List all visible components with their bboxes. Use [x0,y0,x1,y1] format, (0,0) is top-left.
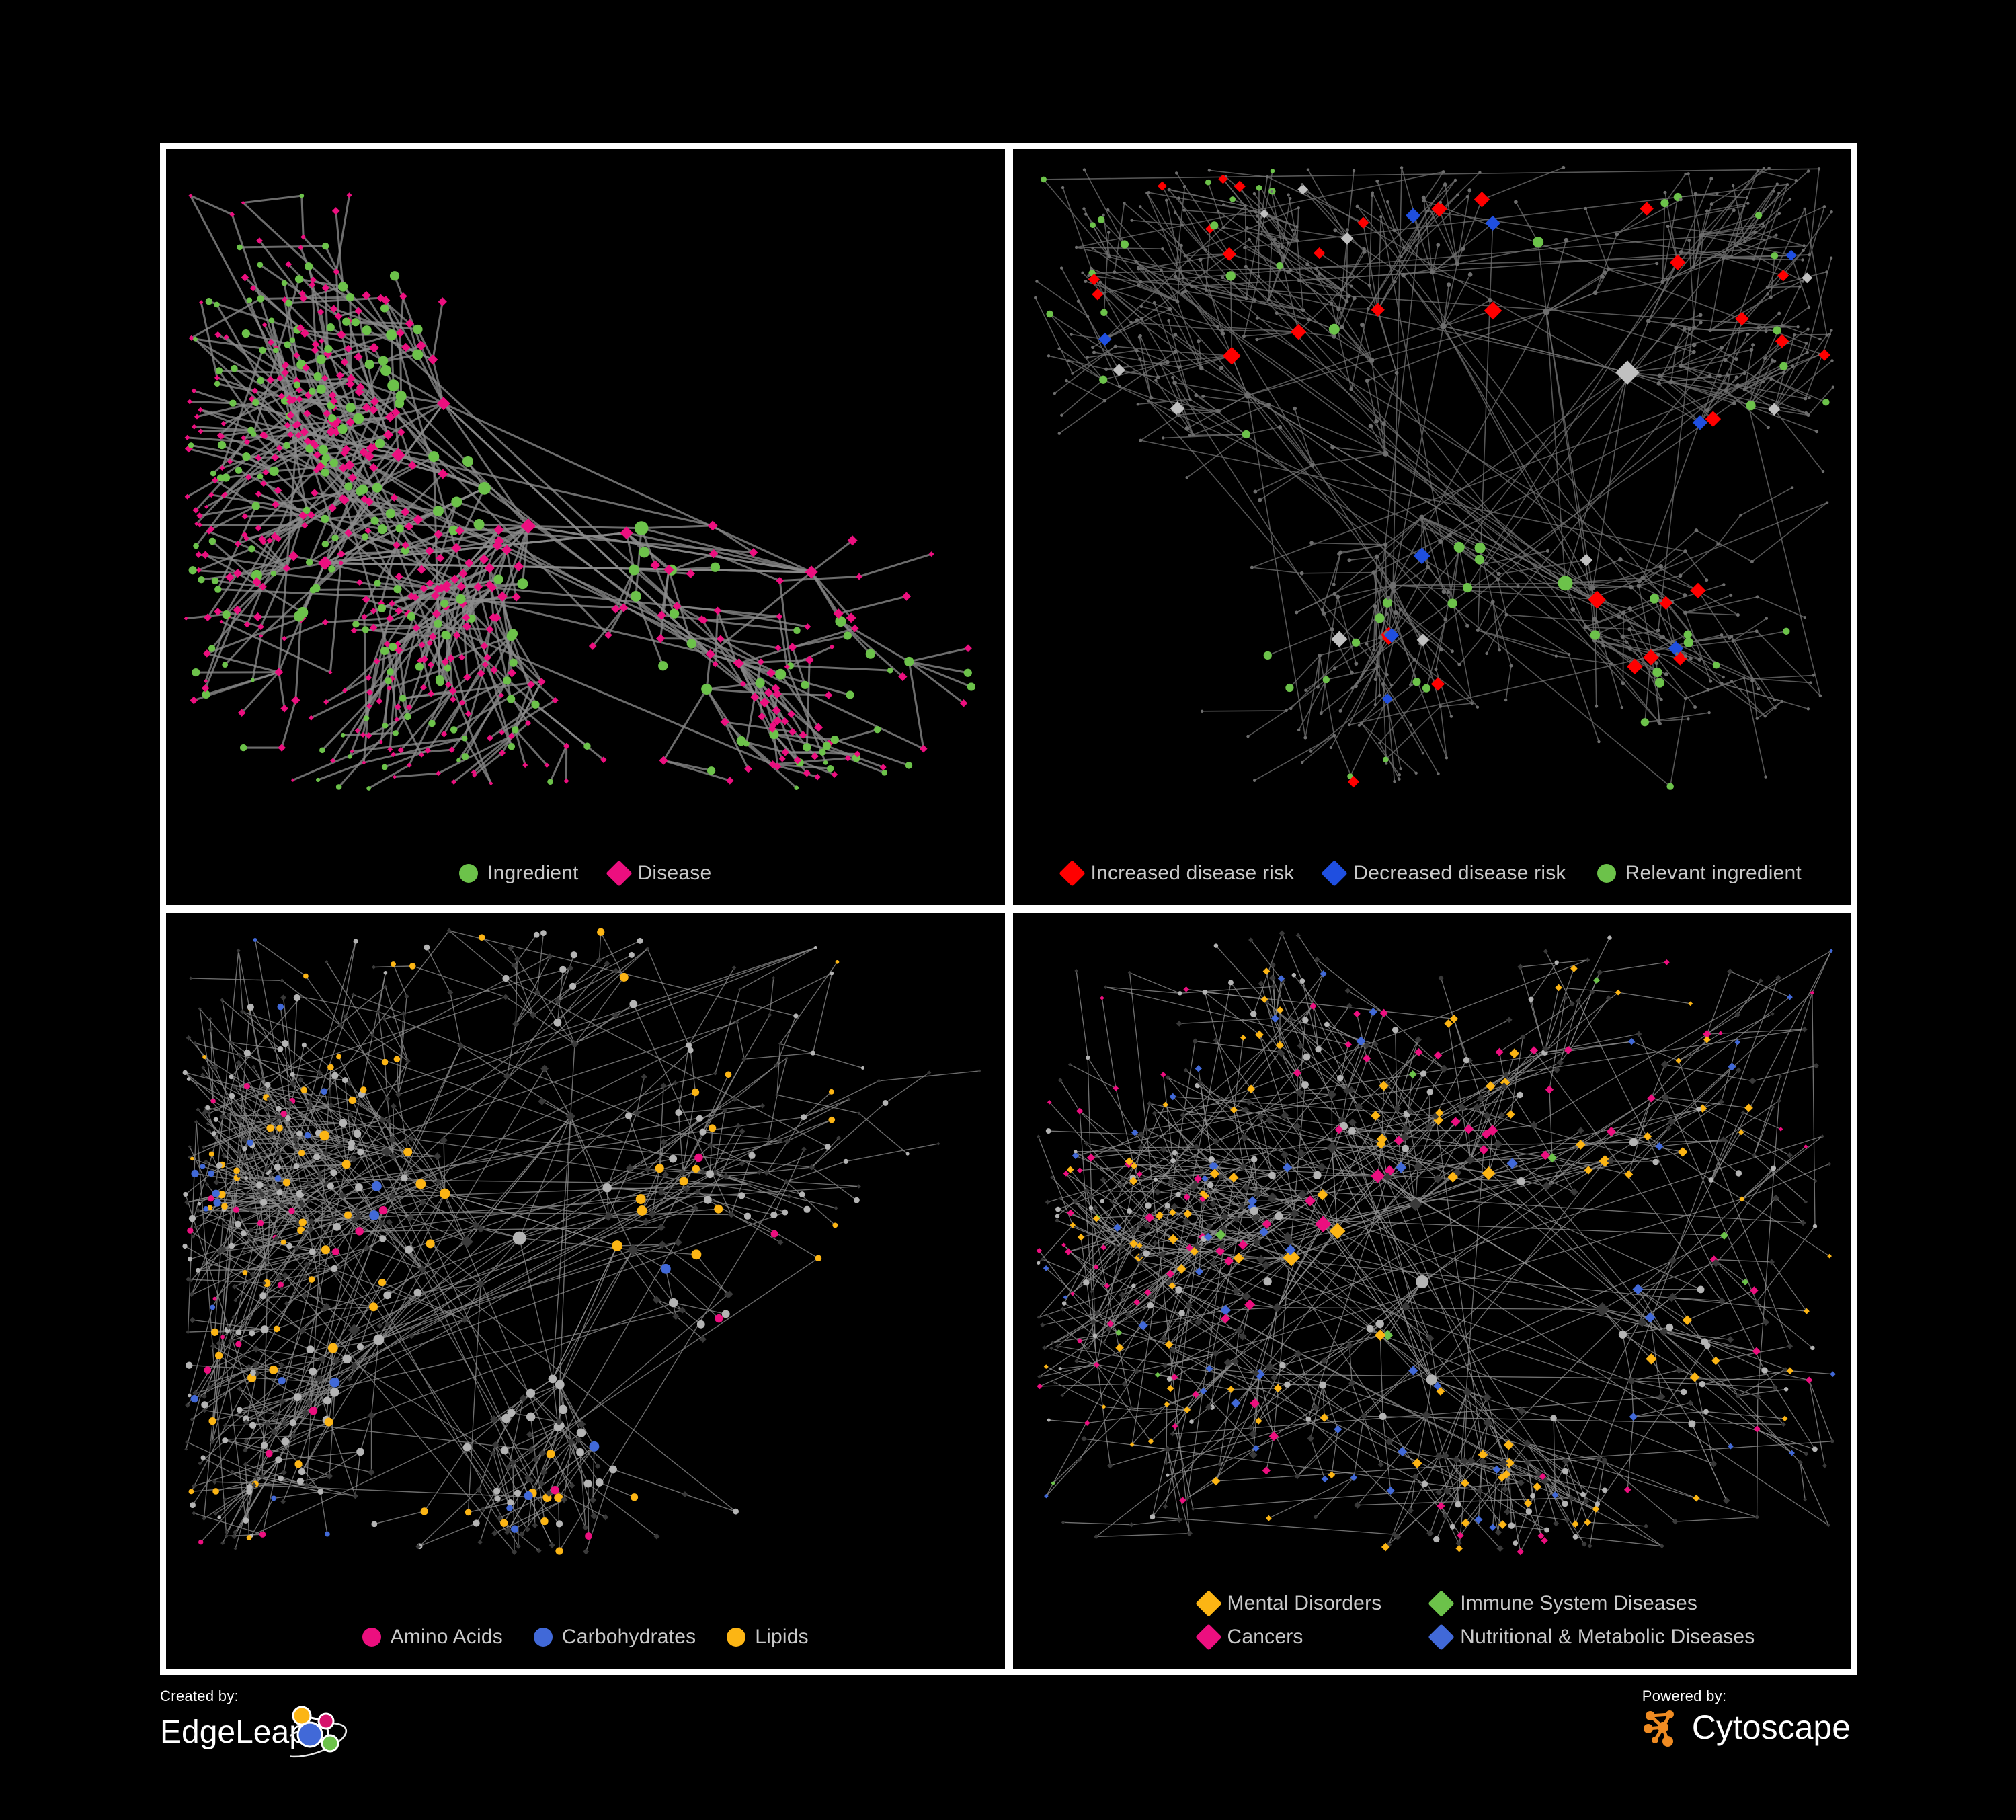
created-by-kicker: Created by: [160,1688,239,1704]
network-canvas-2 [1033,165,1834,790]
panel-grid: Ingredient Disease Increased disease ris… [160,143,1857,1675]
edgeleap-graph-icon [289,1706,347,1758]
powered-by-kicker: Powered by: [1642,1688,1727,1704]
network-canvas-3 [182,928,981,1555]
panel-ingredient-disease[interactable]: Ingredient Disease [166,149,1005,905]
panel-disease-class[interactable]: Mental Disorders Immune System Diseases … [1012,913,1851,1669]
figure-footer: Created by: EdgeLeap Powered by: [160,1681,1857,1795]
network-canvas-1 [184,192,975,791]
edgeleap-wordmark: EdgeLeap [160,1714,307,1750]
cytoscape-logo[interactable]: Cytoscape [1642,1706,1851,1748]
panel-ingredient-class[interactable]: Amino Acids Carbohydrates Lipids [166,913,1005,1669]
panel-disease-risk[interactable]: Increased disease risk Decreased disease… [1012,149,1851,905]
edgeleap-logo[interactable]: EdgeLeap [160,1706,364,1759]
network-canvas-4 [1036,930,1836,1556]
cytoscape-network-icon [1643,1710,1674,1747]
cytoscape-wordmark: Cytoscape [1691,1708,1851,1746]
created-by-block: Created by: EdgeLeap [160,1688,364,1759]
powered-by-block: Powered by: [1642,1688,1851,1748]
